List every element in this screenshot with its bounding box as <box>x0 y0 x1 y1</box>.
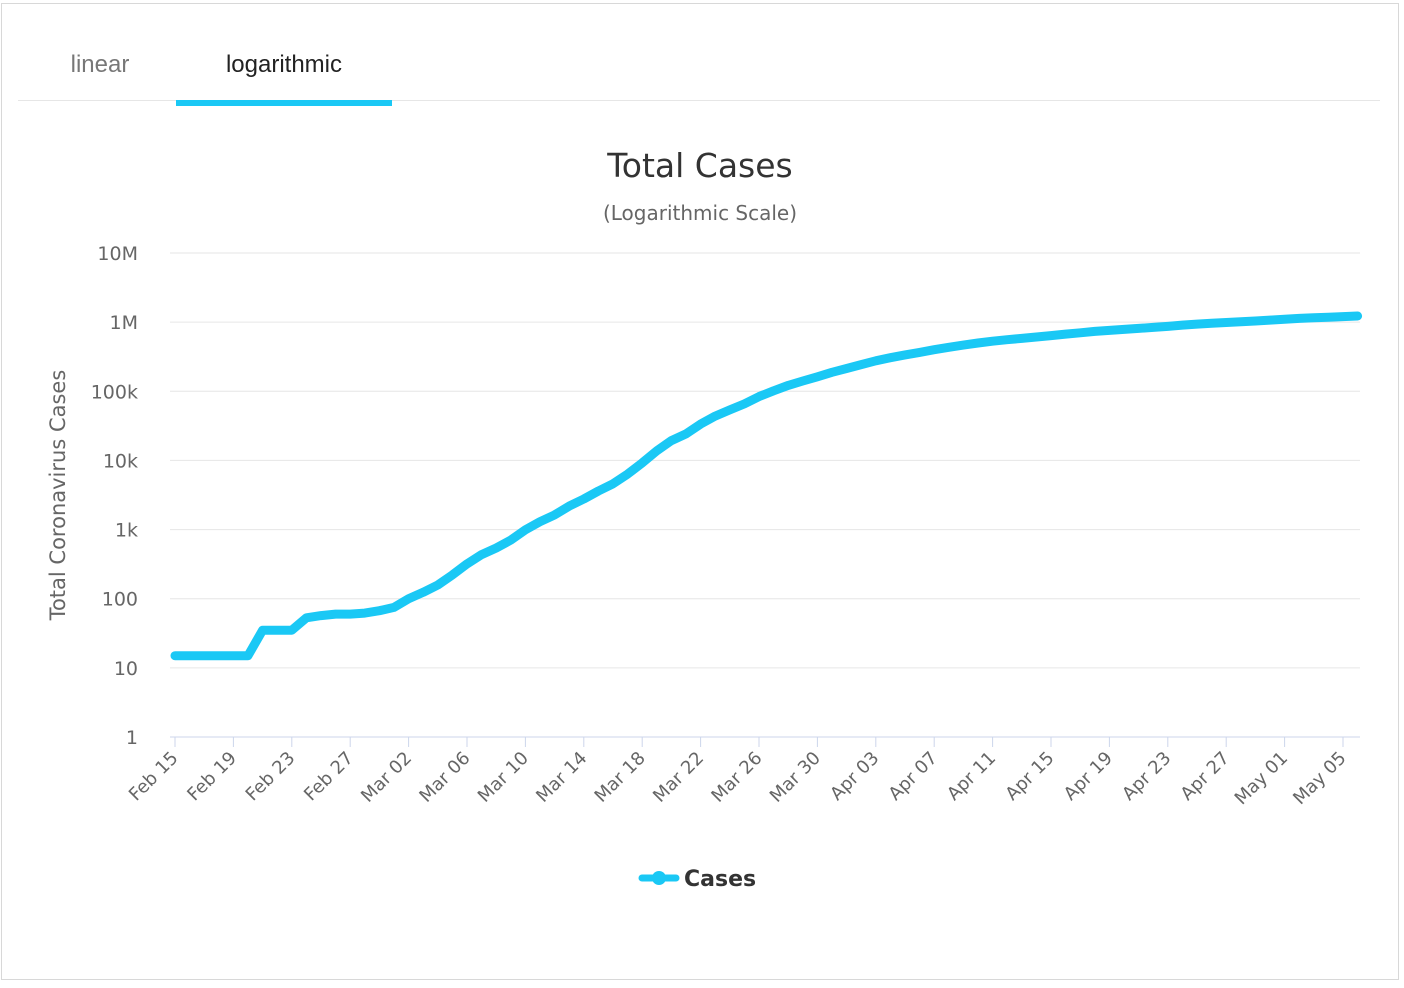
legend[interactable]: Cases <box>638 867 756 892</box>
legend-item-cases[interactable]: Cases <box>684 867 756 892</box>
x-tick-label: Mar 14 <box>532 748 591 807</box>
chart-subtitle: (Logarithmic Scale) <box>603 201 797 225</box>
x-tick-label: Mar 30 <box>766 748 825 807</box>
y-tick-label: 10 <box>114 658 138 680</box>
scale-tabs: linear logarithmic <box>18 30 1380 106</box>
y-tick-label: 100 <box>102 589 138 611</box>
x-tick-label: Mar 18 <box>591 748 650 807</box>
x-tick-label: Mar 22 <box>649 748 708 807</box>
y-axis-title: Total Coronavirus Cases <box>46 370 70 622</box>
legend-symbol-marker <box>652 871 666 885</box>
tab-linear[interactable]: linear <box>40 30 160 100</box>
chart-title: Total Cases <box>606 146 793 185</box>
x-axis-ticks: Feb 15 Feb 19 Feb 23 Feb 27 Mar 02 Mar 06 Mar … <box>125 748 1351 809</box>
chart-panel <box>1 3 1399 980</box>
x-tick-label: Mar 26 <box>707 748 766 807</box>
x-tick-label: Mar 10 <box>474 748 533 807</box>
x-tick-label: Apr 27 <box>1177 748 1234 805</box>
y-axis-ticks: 1 10 100 1k 10k 100k 1M 10M <box>91 243 138 749</box>
x-tick-label: Apr 03 <box>826 748 883 805</box>
x-tick-label: Apr 11 <box>943 748 1000 805</box>
x-tick-label: Apr 07 <box>885 748 942 805</box>
x-tick-label: Apr 19 <box>1060 748 1117 805</box>
series-layer <box>170 311 1363 661</box>
y-tick-label: 1 <box>126 727 138 749</box>
x-tick-label: May 01 <box>1231 748 1292 809</box>
y-tick-label: 1M <box>110 312 138 334</box>
x-tick-label: Feb 27 <box>300 748 358 806</box>
x-tick-label: Feb 15 <box>125 748 183 806</box>
x-tick-label: Apr 15 <box>1001 748 1058 805</box>
x-tick-label: Feb 19 <box>183 748 241 806</box>
active-tab-indicator <box>176 100 392 106</box>
y-tick-label: 10M <box>97 243 138 265</box>
y-tick-label: 10k <box>103 450 138 472</box>
y-tick-label: 100k <box>91 381 138 403</box>
tab-logarithmic-label: logarithmic <box>225 51 343 78</box>
x-tick-label: Feb 23 <box>242 748 300 806</box>
x-tick-label: Mar 02 <box>357 748 416 807</box>
x-tick-label: Mar 06 <box>415 748 474 807</box>
y-tick-label: 1k <box>115 520 138 542</box>
x-axis-tick-marks <box>174 737 1344 747</box>
tab-logarithmic[interactable]: logarithmic <box>176 30 392 106</box>
gridlines <box>170 252 1360 669</box>
x-tick-label: Apr 23 <box>1118 748 1175 805</box>
x-tick-label: May 05 <box>1289 748 1350 809</box>
series-line-cases[interactable] <box>170 311 1363 661</box>
